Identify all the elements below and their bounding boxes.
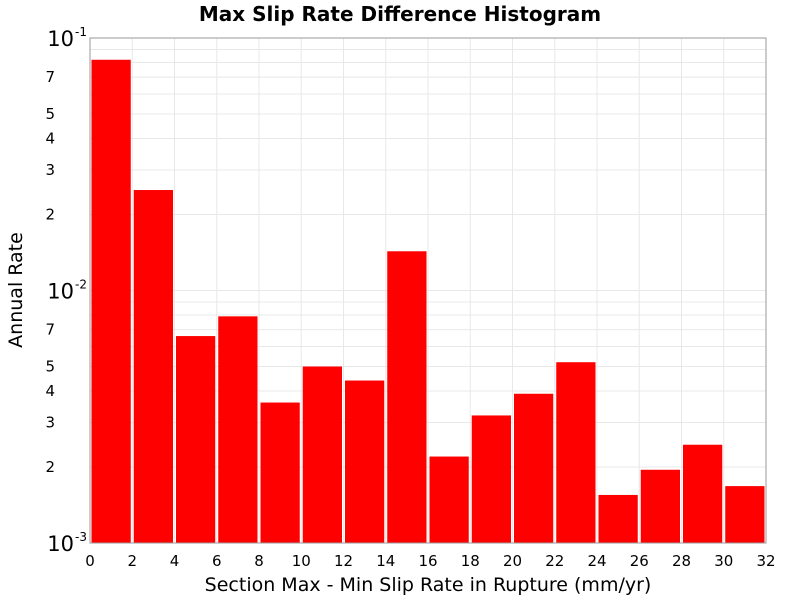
chart-title: Max Slip Rate Difference Histogram (199, 2, 601, 26)
y-minor-tick-label: 2 (45, 458, 55, 476)
bar (218, 316, 258, 543)
y-minor-tick-label: 4 (45, 129, 55, 147)
y-minor-tick-label: 5 (45, 358, 55, 376)
x-tick-label: 14 (376, 552, 395, 570)
x-tick-label: 6 (212, 552, 222, 570)
grid-lines (89, 38, 767, 544)
x-tick-label: 0 (85, 552, 95, 570)
x-tick-label: 26 (630, 552, 649, 570)
bar (176, 336, 216, 543)
y-minor-tick-label: 3 (45, 414, 55, 432)
bar (133, 190, 173, 543)
x-tick-label: 28 (672, 552, 691, 570)
x-tick-label: 16 (418, 552, 437, 570)
bar (598, 494, 638, 543)
bar (640, 469, 680, 543)
y-major-tick-label: 10 (47, 27, 74, 51)
x-tick-label: 2 (127, 552, 137, 570)
y-minor-tick-label: 5 (45, 105, 55, 123)
y-major-tick-exponent: -1 (75, 25, 87, 39)
x-axis-ticks: 0 2 4 6 8 10 12 14 16 18 20 22 24 26 28 30 32 (85, 552, 775, 570)
x-tick-label: 18 (461, 552, 480, 570)
x-tick-label: 10 (292, 552, 311, 570)
x-tick-label: 30 (714, 552, 733, 570)
bar (302, 366, 342, 543)
bar (556, 362, 596, 543)
y-major-tick-exponent: -2 (75, 278, 87, 292)
bar (387, 251, 427, 543)
bar (725, 486, 765, 543)
y-minor-tick-label: 3 (45, 161, 55, 179)
bar (260, 402, 300, 543)
x-tick-label: 4 (170, 552, 180, 570)
y-axis-label: Annual Rate (5, 232, 27, 348)
x-tick-label: 24 (587, 552, 606, 570)
y-minor-tick-label: 7 (45, 68, 55, 86)
x-tick-label: 8 (254, 552, 264, 570)
y-minor-tick-label: 4 (45, 382, 55, 400)
bar (683, 444, 723, 543)
bar (471, 415, 511, 543)
y-major-tick-exponent: -3 (75, 530, 87, 544)
bars-group (91, 59, 765, 544)
bar (429, 456, 469, 543)
bar (91, 59, 131, 544)
y-minor-tick-label: 7 (45, 321, 55, 339)
bar (345, 380, 385, 543)
x-tick-label: 12 (334, 552, 353, 570)
x-tick-label: 32 (756, 552, 775, 570)
bar (514, 393, 554, 543)
x-tick-label: 22 (545, 552, 564, 570)
plot-border (89, 37, 767, 544)
y-major-tick-label: 10 (47, 280, 74, 304)
x-axis-label: Section Max - Min Slip Rate in Rupture (… (205, 574, 652, 596)
y-major-tick-label: 10 (47, 532, 74, 556)
x-tick-label: 20 (503, 552, 522, 570)
y-minor-tick-label: 2 (45, 205, 55, 223)
